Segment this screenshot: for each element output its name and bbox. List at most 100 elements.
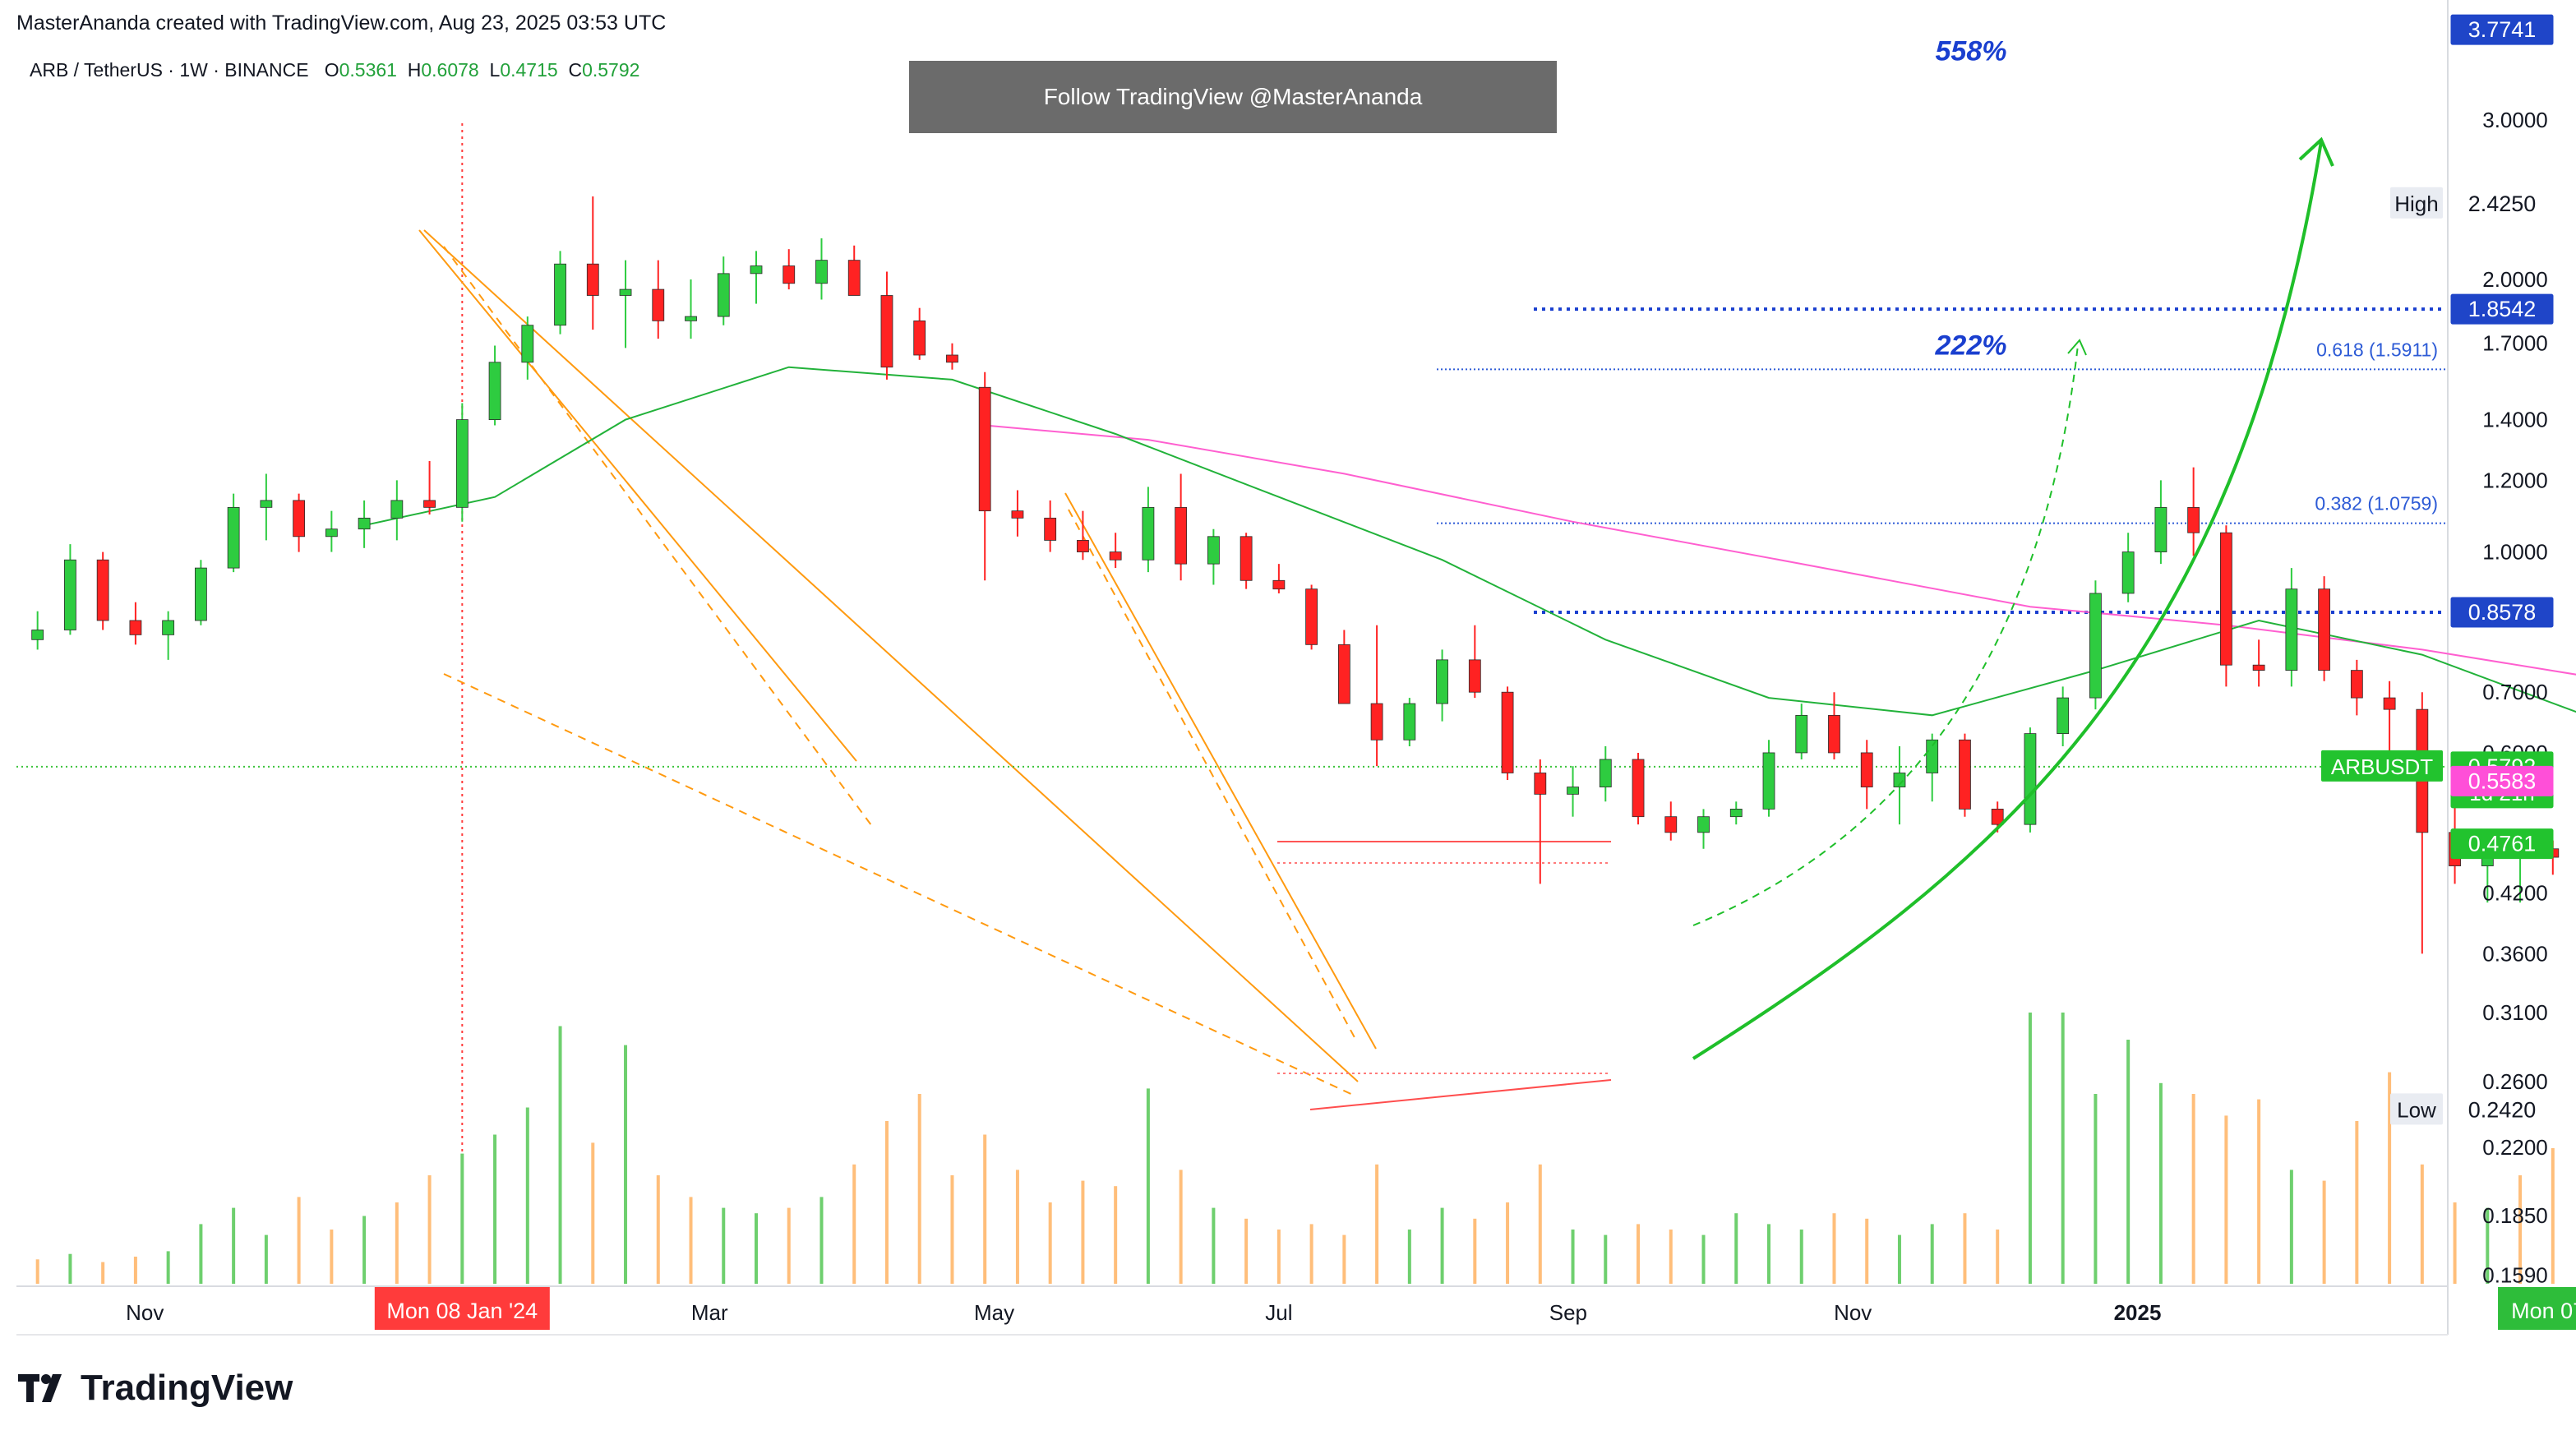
candle (717, 256, 730, 325)
candle (652, 260, 665, 339)
time-tick-label: 2025 (2114, 1300, 2162, 1325)
price-tick-label: 0.3100 (2482, 1000, 2548, 1025)
candle (1860, 740, 1873, 810)
candle (488, 345, 501, 426)
candle-body (1240, 536, 1253, 581)
volume-bar (1506, 1202, 1510, 1284)
volume-bar (2420, 1164, 2424, 1284)
candle (1011, 490, 1024, 537)
ohlc-close-label: C (568, 59, 583, 81)
candle (554, 251, 566, 335)
volume-bar (2257, 1099, 2261, 1284)
time-tick-label: Mar (691, 1300, 728, 1325)
volume-bar (2355, 1121, 2359, 1284)
candle-body (2121, 551, 2135, 594)
candle (2057, 686, 2070, 747)
volume-bar (1342, 1234, 1346, 1284)
candle (2024, 727, 2037, 833)
trendline (1068, 509, 1357, 1041)
candle (1664, 801, 1678, 841)
trendline (1064, 492, 1377, 1050)
price-label-box (2450, 293, 2554, 325)
volume-bar (1276, 1230, 1281, 1284)
volume-bar (166, 1251, 170, 1284)
candle-body (2057, 697, 2070, 735)
candle (1795, 704, 1808, 759)
candle-body (488, 362, 501, 421)
candle-body (1403, 703, 1416, 741)
candle (96, 551, 109, 630)
candle-body (880, 295, 893, 368)
candle (1729, 801, 1743, 825)
ohlc-low-label: L (489, 59, 501, 81)
candle-body (325, 528, 338, 538)
candle (2089, 580, 2102, 710)
candle-body (685, 316, 697, 321)
candle-body (2252, 664, 2265, 671)
candle (2154, 480, 2167, 565)
follow-banner[interactable]: Follow TradingView @MasterAnanda (909, 61, 1557, 133)
volume-bar (1440, 1207, 1444, 1284)
candle-body (293, 500, 306, 538)
ohlc-high: 0.6078 (421, 59, 479, 81)
volume-bar (68, 1253, 72, 1284)
candle (1567, 766, 1579, 817)
volume-bar (1571, 1230, 1575, 1284)
time-tick-label: Nov (1834, 1300, 1872, 1325)
ohlc-high-label: H (407, 59, 422, 81)
candle-body (2089, 593, 2102, 699)
candle (1468, 625, 1481, 699)
volume-bar (1930, 1224, 1934, 1284)
volume-bar (1832, 1213, 1836, 1284)
candle-body (1468, 659, 1481, 693)
candle-body (129, 620, 142, 635)
price-label-text: 0.8578 (2468, 600, 2537, 625)
tradingview-logo[interactable]: TradingView (18, 1368, 293, 1409)
price-tick-label: 0.1590 (2482, 1262, 2548, 1287)
candle (1370, 625, 1383, 767)
volume-bar (722, 1207, 726, 1284)
volume-bar (2322, 1180, 2326, 1284)
candle (194, 560, 207, 625)
candle-body (1534, 773, 1547, 795)
volume-bar (2453, 1202, 2457, 1284)
date-marker-box (374, 1287, 550, 1330)
candle-body (260, 500, 273, 508)
candle (2219, 525, 2232, 687)
candle (1077, 510, 1089, 561)
candle-body (521, 325, 534, 363)
symbol-legend[interactable]: ARB / TetherUS · 1W · BINANCE O0.5361 H0… (30, 59, 639, 81)
volume-bar (525, 1107, 529, 1284)
price-tick-label: 1.4000 (2482, 408, 2548, 432)
price-tick-label: 0.2200 (2482, 1135, 2548, 1160)
candle (782, 249, 796, 290)
candle (1044, 500, 1057, 552)
volume-bar (330, 1230, 334, 1284)
candle-body (1959, 739, 1971, 810)
candle (455, 403, 469, 522)
volume-bar (1309, 1224, 1313, 1284)
volume-bar (819, 1197, 824, 1284)
candle (2350, 659, 2363, 716)
time-tick-label: Sep (1549, 1300, 1587, 1325)
fib-level-label: 0.382 (1.0759) (2315, 493, 2438, 514)
candle-body (586, 263, 599, 296)
candle-body (1795, 714, 1808, 754)
candle-body (31, 630, 44, 640)
candle-body (782, 265, 796, 284)
candle (31, 611, 44, 650)
candle (685, 279, 697, 339)
trendline (443, 673, 1357, 1097)
volume-bar (2388, 1072, 2392, 1284)
candle-body (162, 620, 175, 635)
volume-bar (755, 1213, 758, 1284)
brand-name: TradingView (81, 1368, 293, 1408)
date-marker-label: Mon 08 Jan '24 (386, 1299, 538, 1323)
candle (1599, 746, 1612, 802)
price-label-box (2450, 1094, 2554, 1125)
candle-body (358, 517, 371, 530)
candle (1272, 564, 1286, 593)
candle (1403, 698, 1416, 747)
candle-body (1991, 809, 2004, 825)
